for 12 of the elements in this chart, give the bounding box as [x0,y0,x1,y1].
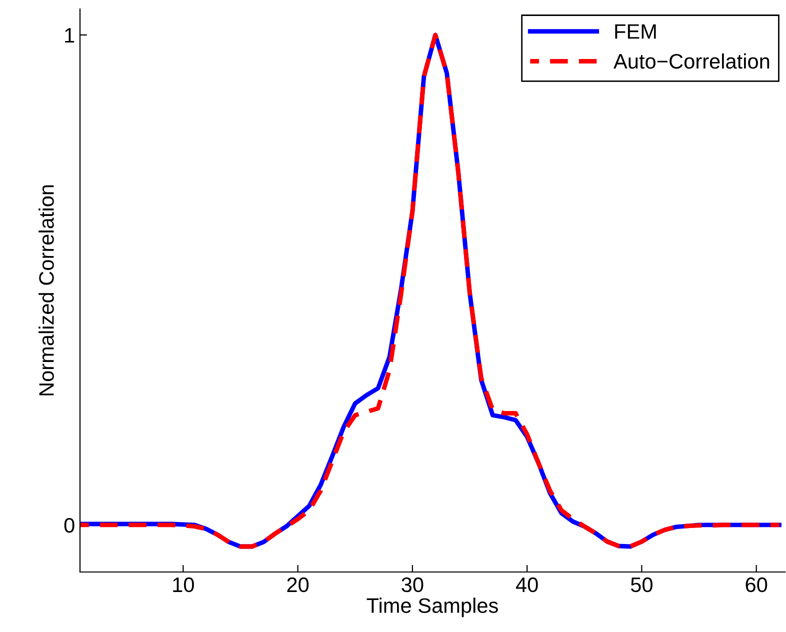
legend-label: FEM [615,24,656,39]
x-tick-label: 10 [173,577,194,592]
x-tick-label: 60 [746,577,768,592]
y-tick-label: 0 [64,518,74,533]
x-tick-label: 40 [516,577,538,592]
x-axis-title: Time Samples [366,598,498,618]
x-tick-label: 30 [402,577,424,592]
y-tick-label: 1 [65,28,74,43]
y-axis-title: Normalized Correlation [38,185,54,396]
x-tick-label: 50 [630,577,652,592]
x-tick-label: 20 [287,577,309,592]
legend-label: Auto−Correlation [614,53,770,69]
